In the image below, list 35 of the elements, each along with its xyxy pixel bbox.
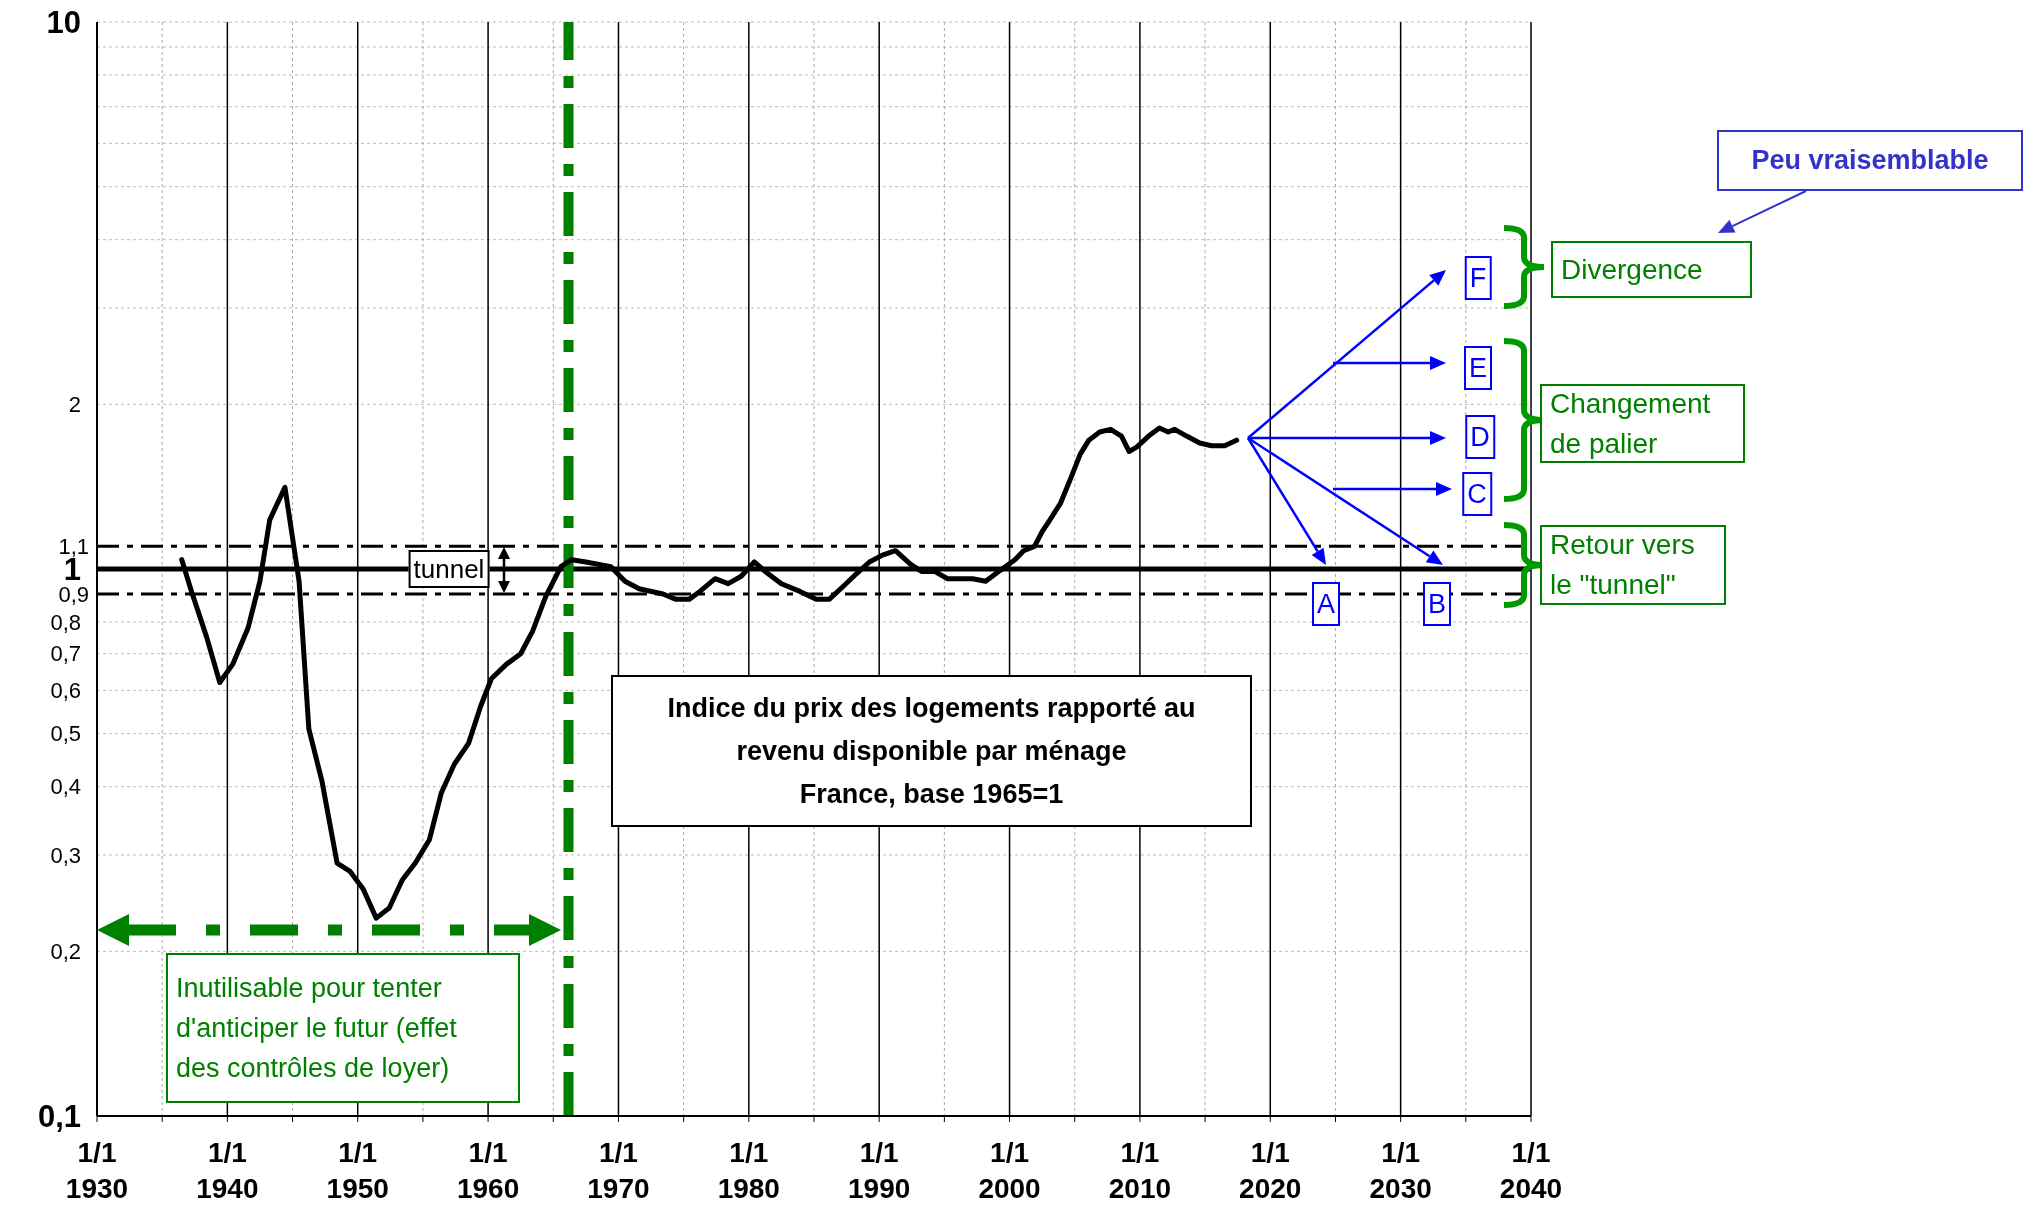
annotation: D (1465, 415, 1495, 459)
y-tick-label: 0,2 (50, 939, 81, 965)
annotation: B (1422, 582, 1452, 626)
y-tick-label: 0,4 (50, 774, 81, 800)
annotation: E (1463, 346, 1493, 390)
x-tick-label: 1/1 1970 (587, 1137, 650, 1204)
x-tick-label: 1/1 1950 (326, 1137, 389, 1204)
y-tick-label: 0,3 (50, 842, 81, 868)
x-tick-label: 1/1 1940 (196, 1137, 259, 1204)
y-tick-label: 2 (68, 392, 81, 418)
x-tick-label: 1/1 2040 (1499, 1137, 1563, 1204)
y-tick-label: 0,5 (50, 721, 81, 747)
y-tick-label: 0,1 (37, 1098, 81, 1134)
annotation: F (1464, 256, 1492, 300)
y-tick-label: 10 (46, 4, 81, 40)
x-tick-label: 1/1 1990 (848, 1137, 911, 1204)
annotation: tunnel (408, 550, 490, 588)
ref-line-label: 0,9 (58, 581, 89, 607)
x-tick-label: 1/1 2010 (1108, 1137, 1172, 1204)
text: Retour vers le "tunnel" (1540, 525, 1726, 605)
x-tick-label: 1/1 2030 (1369, 1137, 1432, 1204)
annotation: A (1311, 582, 1341, 626)
x-tick-label: 1/1 1930 (65, 1137, 129, 1204)
y-tick-label: 0,6 (50, 678, 81, 704)
y-tick-label: 0,7 (50, 641, 81, 667)
x-tick-label: 1/1 1980 (717, 1137, 780, 1204)
x-tick-label: 1/1 1960 (456, 1137, 520, 1204)
annotation: C (1462, 472, 1492, 516)
text: Peu vraisemblable (1717, 130, 2023, 191)
annotation: Inutilisable pour tenter d'anticiper le futur (effet des contrôles de loyer) (166, 953, 520, 1103)
x-tick-label: 1/1 2000 (978, 1137, 1041, 1204)
y-tick-label: 0,8 (50, 609, 81, 635)
text: Changement de palier (1540, 384, 1745, 463)
text: Divergence (1551, 241, 1752, 298)
x-tick-label: 1/1 2020 (1239, 1137, 1302, 1204)
